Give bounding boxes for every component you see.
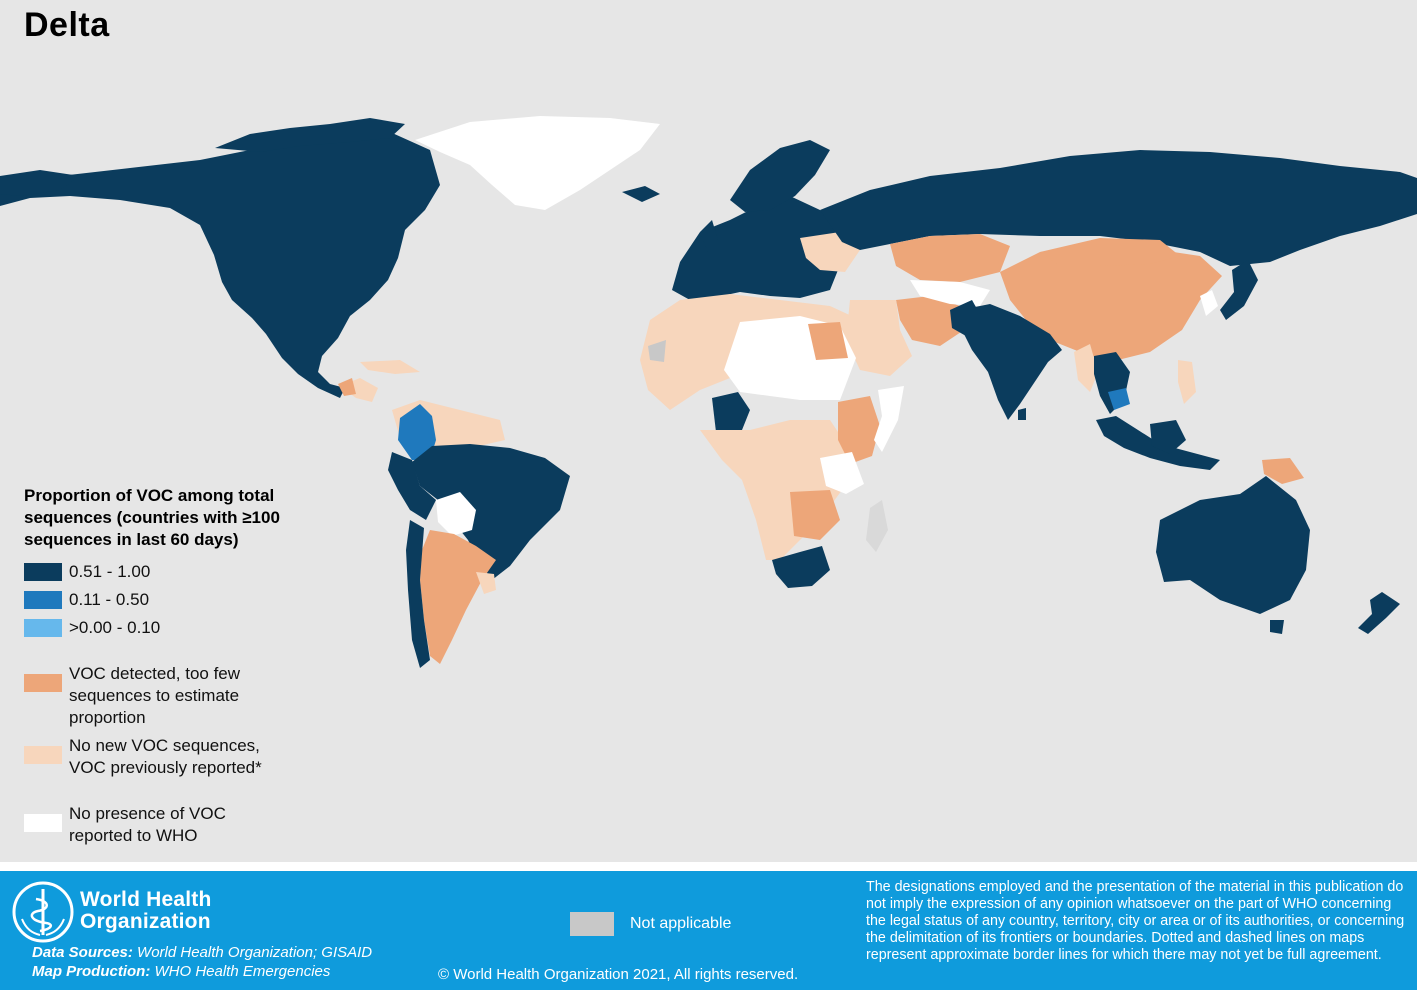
region-new-zealand xyxy=(1358,592,1400,634)
region-egypt xyxy=(808,322,848,360)
region-colombia xyxy=(398,404,436,460)
map-production-value: WHO Health Emergencies xyxy=(150,963,331,980)
legend: Proportion of VOC among total sequences … xyxy=(24,485,324,845)
region-philippines xyxy=(1178,360,1196,404)
region-peru xyxy=(388,452,436,520)
region-iran xyxy=(896,296,964,346)
legend-title: Proportion of VOC among total sequences … xyxy=(24,486,280,549)
region-ethiopia-kenya xyxy=(838,396,880,464)
legend-label: VOC detected, too few sequences to estim… xyxy=(69,664,241,727)
world-map xyxy=(0,116,1417,668)
who-emblem-icon xyxy=(12,881,74,943)
region-australia xyxy=(1156,476,1310,614)
map-title: Delta xyxy=(24,6,110,44)
region-middle-east xyxy=(846,300,912,376)
region-japan xyxy=(1220,260,1258,320)
region-chile xyxy=(406,520,430,668)
map-panel: Delta Proportion of VOC among total sequ… xyxy=(0,0,1417,862)
region-nigeria xyxy=(712,392,750,432)
legend-swatch xyxy=(24,746,62,764)
region-alaska xyxy=(0,170,80,196)
region-western-sahara xyxy=(648,340,666,362)
region-north-america xyxy=(0,132,440,398)
region-cambodia xyxy=(1108,388,1130,410)
region-tanzania-white xyxy=(820,452,864,494)
region-bolivia xyxy=(436,492,476,536)
legend-label: 0.51 - 1.00 xyxy=(69,562,151,581)
region-papua-new-guinea xyxy=(1262,458,1304,484)
region-uk xyxy=(700,220,718,252)
legend-swatch xyxy=(24,591,62,609)
region-scandinavia xyxy=(730,140,830,212)
copyright: © World Health Organization 2021, All ri… xyxy=(438,966,799,983)
region-argentina xyxy=(420,530,496,664)
region-greenland xyxy=(415,116,660,210)
region-caribbean xyxy=(360,360,420,374)
region-southern-africa-orange xyxy=(790,490,840,540)
data-sources-value: World Health Organization; GISAID xyxy=(132,944,373,961)
legend-swatch xyxy=(24,674,62,692)
region-myanmar xyxy=(1074,344,1098,392)
region-south-africa xyxy=(772,546,830,588)
region-india xyxy=(960,304,1062,420)
data-sources-label: Data Sources: xyxy=(32,944,133,961)
not-applicable-label: Not applicable xyxy=(630,915,732,932)
region-iceland xyxy=(622,186,660,202)
legend-label: No new VOC sequences, VOC previously rep… xyxy=(69,736,262,777)
region-china xyxy=(1000,246,1222,362)
region-russia xyxy=(820,150,1417,266)
legend-label: No presence of VOC reported to WHO xyxy=(69,804,226,845)
legend-swatch xyxy=(24,814,62,832)
region-europe xyxy=(672,196,842,300)
not-applicable-swatch xyxy=(570,912,614,936)
region-tasmania xyxy=(1270,620,1284,634)
legend-swatch xyxy=(24,619,62,637)
region-somalia xyxy=(874,386,904,452)
region-madagascar xyxy=(866,500,888,552)
region-mongolia xyxy=(1040,238,1180,266)
sources: Data Sources: World Health Organization;… xyxy=(32,943,372,981)
legend-label: 0.11 - 0.50 xyxy=(69,590,150,609)
disclaimer: The designations employed and the presen… xyxy=(866,879,1405,963)
region-kazakhstan xyxy=(890,234,1010,282)
region-brazil xyxy=(412,444,570,580)
region-uruguay xyxy=(476,572,496,594)
region-central-asia-white xyxy=(910,280,990,306)
region-korea xyxy=(1200,290,1218,316)
region-sri-lanka xyxy=(1018,408,1026,420)
legend-label: >0.00 - 0.10 xyxy=(69,618,161,637)
region-borneo xyxy=(1150,420,1186,454)
region-pakistan xyxy=(950,300,982,336)
legend-swatch xyxy=(24,563,62,581)
region-guatemala xyxy=(338,378,356,396)
region-arctic-islands xyxy=(215,118,405,152)
footer-bar: World Health Organization Data Sources: … xyxy=(0,871,1417,990)
who-name: World Health Organization xyxy=(80,888,212,933)
map-production-label: Map Production: xyxy=(32,963,151,980)
